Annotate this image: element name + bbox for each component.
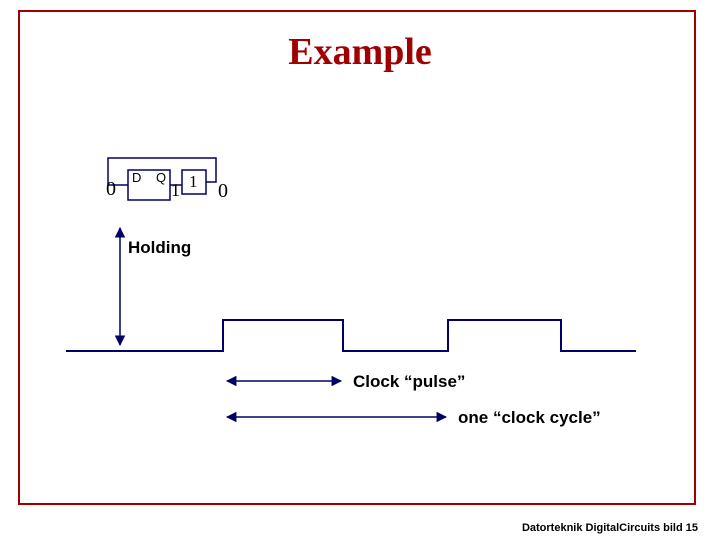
ff-output-value: 0 — [218, 180, 228, 203]
holding-label: Holding — [128, 238, 191, 258]
ff-port-q: Q — [156, 170, 166, 185]
ff-input-value: 0 — [106, 178, 116, 201]
ff-mid-value: 1 — [171, 180, 180, 201]
ff-port-d: D — [132, 170, 141, 185]
slide-footer: Datorteknik DigitalCircuits bild 15 — [522, 522, 698, 534]
clock-pulse-label: Clock “pulse” — [353, 372, 465, 392]
circuit-diagram — [0, 0, 720, 540]
clock-waveform — [66, 320, 636, 351]
ff-box2-value: 1 — [189, 172, 198, 192]
clock-cycle-label: one “clock cycle” — [458, 408, 601, 428]
